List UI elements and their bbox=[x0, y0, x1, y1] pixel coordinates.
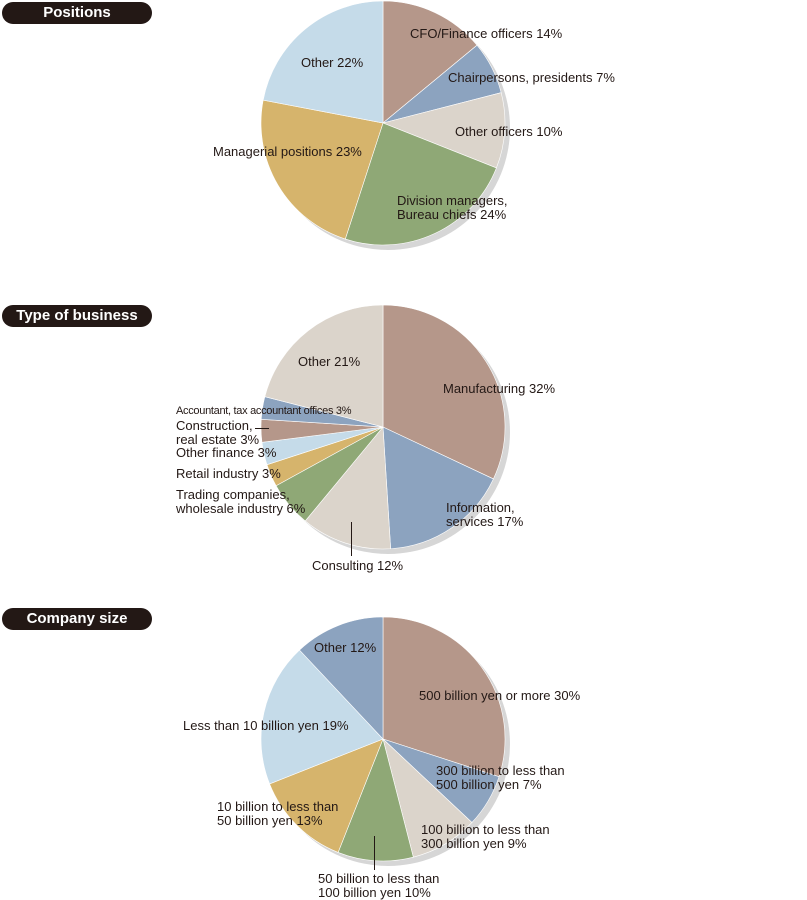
pie-slice-cfo bbox=[382, 0, 478, 124]
size-50b-leader-line bbox=[374, 836, 375, 870]
pie-slice-other-officers bbox=[382, 92, 506, 169]
positions-pie-chart bbox=[260, 0, 510, 250]
business-label-trading: Trading companies, wholesale industry 6% bbox=[176, 487, 306, 516]
size-label-other: Other 12% bbox=[314, 640, 377, 655]
company-size-heading: Company size bbox=[2, 608, 152, 630]
company-size-section: Company size 500 billion yen or more 30%… bbox=[0, 604, 807, 900]
business-section: Type of business Manufacturing 32% Infor… bbox=[0, 300, 807, 590]
pie-slice-500b bbox=[382, 616, 506, 778]
size-label-500b: 500 billion yen or more 30% bbox=[419, 688, 581, 703]
business-label-construction: Construction, real estate 3% bbox=[176, 418, 260, 447]
pie-slice-managerial bbox=[260, 99, 384, 240]
pie-slice-other bbox=[299, 616, 384, 740]
size-label-300b: 300 billion to less than 500 billion yen … bbox=[436, 763, 565, 792]
business-heading: Type of business bbox=[2, 305, 152, 327]
pie-slice-other bbox=[264, 304, 384, 428]
business-label-accountant: Accountant, tax accountant offices 3% bbox=[176, 405, 352, 417]
size-label-50b: 50 billion to less than 100 billion yen 1… bbox=[318, 871, 440, 900]
pie-slice-other bbox=[262, 0, 384, 124]
positions-label-other: Other 22% bbox=[301, 55, 364, 70]
positions-label-division-managers: Division managers, Bureau chiefs 24% bbox=[397, 193, 508, 222]
business-pie-chart bbox=[260, 304, 510, 554]
size-label-100b: 100 billion to less than 300 billion yen … bbox=[421, 822, 550, 851]
business-label-retail: Retail industry 3% bbox=[176, 466, 281, 481]
pie-slice-division-managers bbox=[344, 122, 497, 246]
positions-label-other-officers: Other officers 10% bbox=[455, 124, 563, 139]
positions-label-chairpersons: Chairpersons, presidents 7% bbox=[448, 70, 615, 85]
positions-section: Positions CFO/Finance officers 14% Chair… bbox=[0, 0, 807, 290]
business-label-other-finance: Other finance 3% bbox=[176, 445, 277, 460]
size-label-less-10b: Less than 10 billion yen 19% bbox=[183, 718, 349, 733]
pie-slice-information bbox=[382, 426, 494, 550]
consulting-leader-line bbox=[351, 522, 352, 556]
pie-slice-less-10b bbox=[260, 649, 384, 785]
pie-slice-10b bbox=[269, 738, 384, 853]
positions-label-managerial: Managerial positions 23% bbox=[213, 144, 362, 159]
pie-slice-consulting bbox=[304, 426, 391, 550]
business-label-other: Other 21% bbox=[298, 354, 361, 369]
business-label-manufacturing: Manufacturing 32% bbox=[443, 381, 556, 396]
positions-heading: Positions bbox=[2, 2, 152, 24]
business-label-consulting: Consulting 12% bbox=[312, 558, 404, 573]
size-label-10b: 10 billion to less than 50 billion yen 13… bbox=[217, 799, 339, 828]
pie-slice-manufacturing bbox=[382, 304, 506, 480]
pie-slice-50b bbox=[337, 738, 414, 862]
construction-leader-line bbox=[255, 428, 269, 429]
positions-label-cfo: CFO/Finance officers 14% bbox=[410, 26, 563, 41]
business-label-information: Information, services 17% bbox=[446, 500, 524, 529]
company-size-pie-chart bbox=[260, 616, 510, 866]
